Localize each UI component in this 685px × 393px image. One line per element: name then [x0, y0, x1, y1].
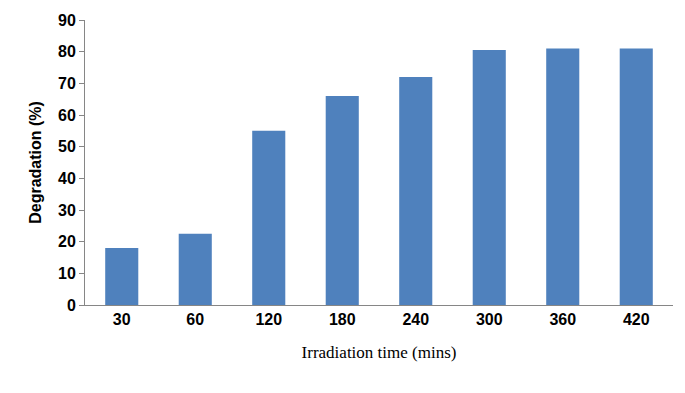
svg-text:50: 50: [58, 138, 76, 155]
svg-text:Irradiation time (mins): Irradiation time (mins): [302, 343, 457, 362]
svg-text:20: 20: [58, 233, 76, 250]
svg-text:60: 60: [186, 311, 204, 328]
svg-text:360: 360: [549, 311, 576, 328]
svg-text:80: 80: [58, 43, 76, 60]
svg-text:300: 300: [476, 311, 503, 328]
svg-text:10: 10: [58, 265, 76, 282]
svg-text:120: 120: [255, 311, 282, 328]
svg-text:60: 60: [58, 107, 76, 124]
svg-text:Degradation (%): Degradation (%): [27, 101, 44, 224]
svg-text:70: 70: [58, 75, 76, 92]
svg-text:180: 180: [329, 311, 356, 328]
svg-text:240: 240: [402, 311, 429, 328]
svg-text:0: 0: [67, 297, 76, 314]
svg-text:420: 420: [623, 311, 650, 328]
svg-text:90: 90: [58, 12, 76, 29]
svg-text:40: 40: [58, 170, 76, 187]
svg-text:30: 30: [113, 311, 131, 328]
svg-text:30: 30: [58, 202, 76, 219]
